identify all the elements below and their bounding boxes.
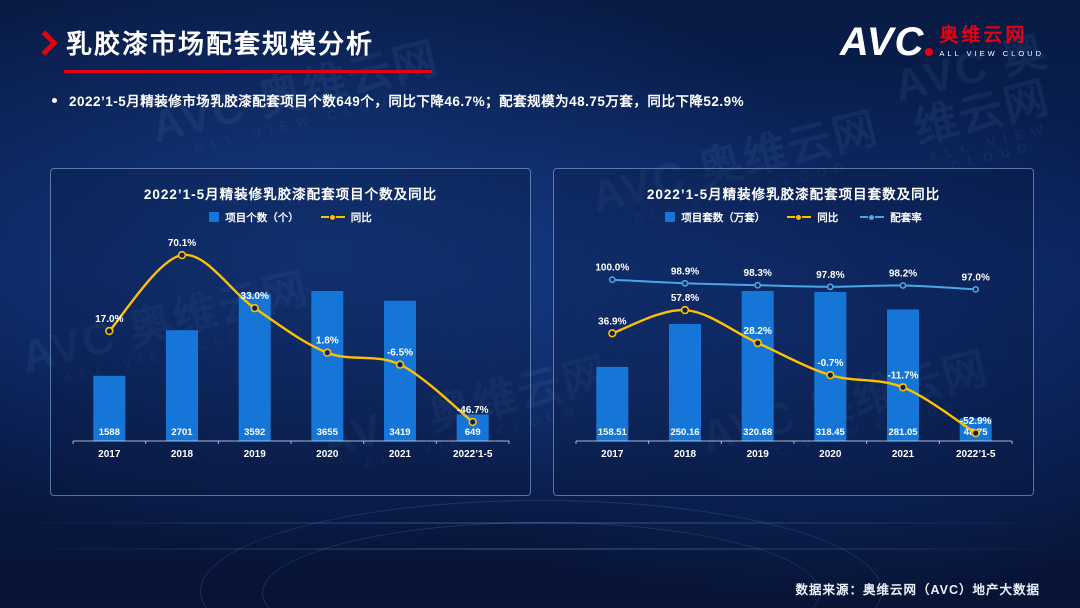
logo-avc-text: AVC bbox=[839, 20, 925, 64]
legend-line-marker-icon bbox=[860, 213, 885, 221]
svg-text:158.51: 158.51 bbox=[597, 427, 627, 438]
legend-item: 项目套数（万套） bbox=[665, 210, 765, 225]
logo-en-text: ALL VIEW CLOUD bbox=[939, 49, 1044, 59]
footer: 数据来源：奥维云网（AVC）地产大数据 bbox=[796, 579, 1040, 598]
legend-line-marker-icon bbox=[320, 213, 345, 221]
svg-text:2019: 2019 bbox=[243, 449, 266, 460]
svg-text:649: 649 bbox=[464, 427, 480, 438]
svg-text:3592: 3592 bbox=[244, 427, 265, 438]
chart-panel-unit-count: 2022’1-5月精装修乳胶漆配套项目套数及同比 项目套数（万套） 同比 配套率 1… bbox=[553, 168, 1034, 496]
bar-line-chart-project-count: 1588 2701 3592 3655 3419 649 2017 2018 2019 2020 2… bbox=[72, 238, 509, 460]
bullet-dot-icon bbox=[52, 97, 57, 103]
charts-row: 2022’1-5月精装修乳胶漆配套项目个数及同比 项目个数（个） 同比 1588 2… bbox=[50, 168, 1034, 496]
summary-bullet: 2022’1-5月精装修市场乳胶漆配套项目个数649个，同比下降46.7%；配套… bbox=[52, 90, 744, 110]
header: 乳胶漆市场配套规模分析 bbox=[32, 24, 432, 73]
svg-text:2021: 2021 bbox=[388, 449, 411, 460]
legend-bar-marker-icon bbox=[665, 212, 676, 222]
svg-text:-46.7%: -46.7% bbox=[456, 405, 488, 416]
logo-cn-text: 奥维云网 bbox=[939, 24, 1028, 46]
svg-text:33.0%: 33.0% bbox=[240, 291, 268, 302]
legend-line-marker-icon bbox=[787, 213, 812, 221]
svg-text:-0.7%: -0.7% bbox=[817, 358, 843, 369]
decor-streak bbox=[0, 522, 1080, 524]
legend-label: 同比 bbox=[817, 211, 839, 224]
svg-text:28.2%: 28.2% bbox=[743, 326, 771, 337]
svg-text:2022’1-5: 2022’1-5 bbox=[452, 449, 492, 460]
svg-text:318.45: 318.45 bbox=[815, 427, 845, 438]
legend-label: 同比 bbox=[350, 211, 372, 224]
svg-text:1.8%: 1.8% bbox=[315, 336, 338, 347]
svg-text:2018: 2018 bbox=[673, 449, 696, 460]
data-source-text: 数据来源：奥维云网（AVC）地产大数据 bbox=[795, 583, 1040, 597]
logo-dot bbox=[925, 48, 934, 56]
svg-text:3419: 3419 bbox=[389, 427, 410, 438]
svg-text:320.68: 320.68 bbox=[743, 427, 772, 438]
svg-text:-11.7%: -11.7% bbox=[887, 370, 918, 381]
svg-text:2017: 2017 bbox=[98, 449, 121, 460]
svg-text:3655: 3655 bbox=[316, 427, 338, 438]
svg-text:2018: 2018 bbox=[170, 449, 193, 460]
svg-text:97.0%: 97.0% bbox=[961, 272, 989, 283]
svg-text:1588: 1588 bbox=[98, 427, 119, 438]
legend-line-dot-icon bbox=[328, 213, 336, 221]
legend-label: 配套率 bbox=[890, 211, 922, 224]
svg-text:-52.9%: -52.9% bbox=[959, 416, 991, 427]
svg-text:17.0%: 17.0% bbox=[95, 314, 123, 325]
svg-text:98.3%: 98.3% bbox=[743, 268, 771, 279]
svg-text:-6.5%: -6.5% bbox=[386, 348, 412, 359]
page-title: 乳胶漆市场配套规模分析 bbox=[66, 29, 375, 59]
svg-text:97.8%: 97.8% bbox=[816, 270, 844, 281]
legend-item: 配套率 bbox=[860, 210, 922, 225]
svg-text:2020: 2020 bbox=[819, 449, 842, 460]
svg-text:98.2%: 98.2% bbox=[888, 269, 916, 280]
legend-item: 项目个数（个） bbox=[209, 210, 299, 225]
legend-item: 同比 bbox=[787, 210, 838, 225]
legend-label: 项目套数（万套） bbox=[681, 211, 766, 224]
svg-text:100.0%: 100.0% bbox=[595, 263, 629, 274]
summary-text: 2022’1-5月精装修市场乳胶漆配套项目个数649个，同比下降46.7%；配套… bbox=[69, 94, 745, 109]
svg-text:250.16: 250.16 bbox=[670, 427, 699, 438]
chart-title: 2022’1-5月精装修乳胶漆配套项目个数及同比 bbox=[143, 187, 438, 202]
svg-text:2019: 2019 bbox=[746, 449, 769, 460]
chart-panel-project-count: 2022’1-5月精装修乳胶漆配套项目个数及同比 项目个数（个） 同比 1588 2… bbox=[50, 168, 531, 496]
legend-label: 项目个数（个） bbox=[225, 211, 299, 224]
chart-legend: 项目个数（个） 同比 bbox=[55, 207, 526, 227]
bar-line-chart-unit-count: 158.51250.16320.68318.45281.0548.7520172… bbox=[575, 263, 1012, 460]
chart-title: 2022’1-5月精装修乳胶漆配套项目套数及同比 bbox=[646, 187, 941, 202]
title-arrow-icon bbox=[32, 29, 58, 56]
svg-text:2020: 2020 bbox=[316, 449, 339, 460]
svg-text:2021: 2021 bbox=[891, 449, 914, 460]
legend-line-dot-icon bbox=[868, 213, 876, 221]
svg-text:281.05: 281.05 bbox=[888, 427, 918, 438]
svg-text:2017: 2017 bbox=[601, 449, 624, 460]
svg-text:2022’1-5: 2022’1-5 bbox=[955, 449, 995, 460]
legend-line-dot-icon bbox=[795, 213, 803, 221]
svg-text:57.8%: 57.8% bbox=[670, 293, 698, 304]
svg-text:36.9%: 36.9% bbox=[598, 316, 626, 327]
svg-text:98.9%: 98.9% bbox=[670, 266, 698, 277]
svg-text:2701: 2701 bbox=[171, 427, 193, 438]
title-underline bbox=[64, 70, 432, 73]
legend-bar-marker-icon bbox=[209, 212, 220, 222]
legend-item: 同比 bbox=[320, 210, 372, 225]
decor-streak bbox=[0, 548, 1080, 550]
chart-legend: 项目套数（万套） 同比 配套率 bbox=[558, 207, 1029, 227]
svg-text:70.1%: 70.1% bbox=[167, 238, 195, 249]
avc-logo: AVC 奥维云网 ALL VIEW CLOUD bbox=[840, 22, 1044, 62]
